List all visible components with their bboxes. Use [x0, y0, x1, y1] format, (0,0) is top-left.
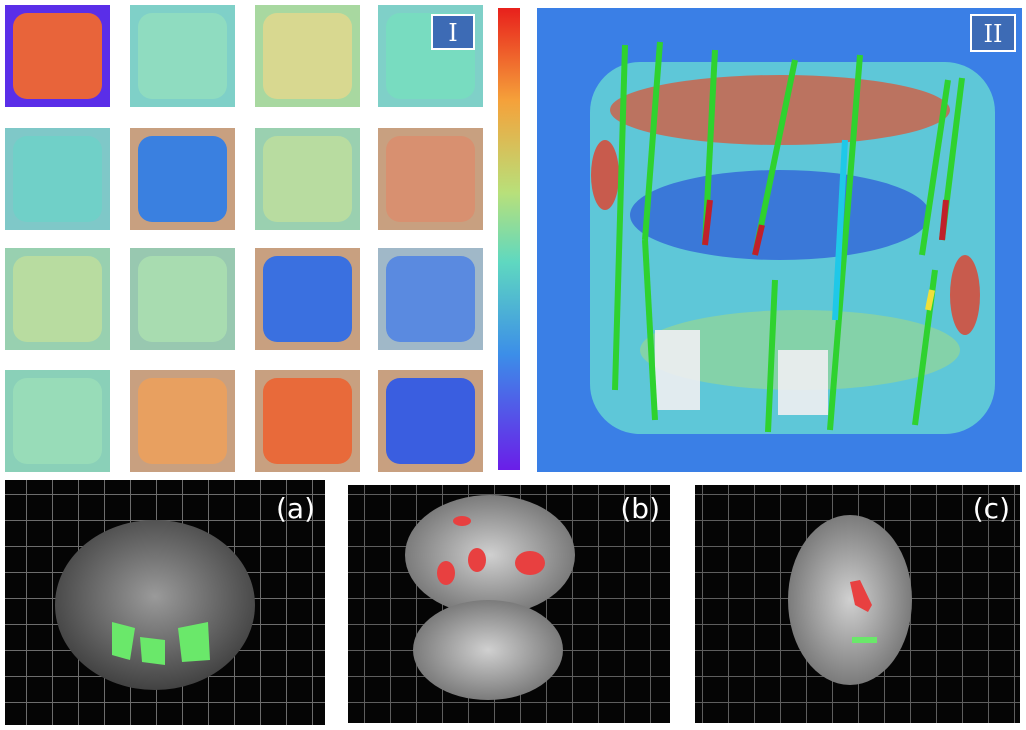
tile-tissue — [263, 136, 352, 222]
tissue — [788, 515, 912, 685]
overlay — [437, 561, 455, 585]
tile-tissue — [386, 378, 475, 464]
map-cold — [630, 170, 930, 260]
photo-c: (c) — [695, 485, 1020, 723]
map-patch — [655, 330, 700, 410]
tile-tissue — [386, 256, 475, 342]
tile-tissue — [138, 378, 227, 464]
tile-grid — [5, 5, 483, 472]
panel-label: (c) — [973, 492, 1010, 525]
needle-tracks — [612, 41, 965, 433]
tile-tissue — [138, 256, 227, 342]
tissue — [405, 495, 575, 615]
tile-tissue — [386, 136, 475, 222]
panel-label: II — [984, 20, 1003, 48]
map-hot — [591, 140, 619, 210]
colorbar — [498, 8, 520, 470]
tile-tissue — [263, 256, 352, 342]
tissue — [413, 600, 563, 700]
tile-tissue — [13, 378, 102, 464]
tile-tissue — [138, 136, 227, 222]
label-box — [431, 14, 475, 50]
overlay — [453, 516, 471, 526]
tile-tissue — [138, 13, 227, 99]
panel-label: I — [448, 19, 457, 47]
tile-tissue — [13, 256, 102, 342]
overlay — [852, 637, 877, 643]
tile-tissue — [13, 136, 102, 222]
map-panel: II — [537, 8, 1022, 472]
overlay — [112, 622, 210, 665]
photo-a: (a) — [5, 480, 325, 725]
panel-label: (a) — [276, 492, 315, 525]
overlay — [515, 551, 545, 575]
overlay — [850, 580, 872, 612]
panel-label: (b) — [620, 492, 660, 525]
map-patch — [778, 350, 828, 415]
overlay — [468, 548, 486, 572]
tissue — [55, 520, 255, 690]
label-box — [970, 14, 1016, 52]
tile-tissue — [263, 378, 352, 464]
photo-b: (b) — [348, 485, 670, 723]
tile-tissue — [13, 13, 102, 99]
tile-tissue — [263, 13, 352, 99]
map-hot — [950, 255, 980, 335]
map-hot — [610, 75, 950, 145]
